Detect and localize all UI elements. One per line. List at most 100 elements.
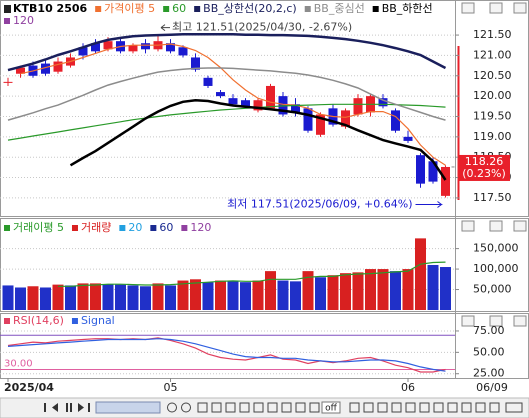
volume-bar bbox=[90, 283, 101, 310]
scroll-slider[interactable] bbox=[95, 401, 161, 414]
tool-button[interactable] bbox=[253, 402, 264, 413]
tool-button[interactable] bbox=[363, 402, 374, 413]
tool-button[interactable] bbox=[433, 402, 444, 413]
volume-bar bbox=[265, 271, 276, 310]
volume-bar bbox=[352, 272, 364, 310]
x-tick-label: 2025/04 bbox=[4, 381, 54, 394]
candle-body bbox=[78, 47, 88, 56]
legend-swatch bbox=[71, 225, 78, 231]
tool-button[interactable] bbox=[239, 402, 250, 413]
tool-button[interactable] bbox=[475, 402, 486, 413]
y-tick-label: 119.50 bbox=[473, 109, 512, 122]
volume-bar bbox=[365, 269, 376, 310]
panel-button[interactable] bbox=[461, 220, 475, 232]
toolbar-button[interactable] bbox=[88, 403, 90, 412]
panel-button[interactable] bbox=[489, 220, 503, 232]
volume-bar bbox=[440, 267, 451, 310]
legend-swatch bbox=[4, 5, 11, 13]
panel-button[interactable] bbox=[461, 2, 475, 14]
candle-body bbox=[203, 77, 213, 86]
volume-bar bbox=[140, 286, 151, 310]
candle-body bbox=[16, 67, 25, 74]
tool-button[interactable] bbox=[505, 402, 523, 413]
tool-button[interactable] bbox=[281, 402, 292, 413]
zoom-out[interactable] bbox=[167, 402, 177, 413]
volume-bar bbox=[177, 280, 189, 310]
tool-button[interactable] bbox=[391, 402, 402, 413]
toolbar: off bbox=[0, 397, 529, 418]
legend-label: 거래이평 5 bbox=[13, 221, 64, 234]
tool-button[interactable] bbox=[377, 402, 388, 413]
panel-button[interactable] bbox=[489, 315, 503, 327]
series-line bbox=[7, 338, 446, 372]
tool-button[interactable] bbox=[267, 402, 278, 413]
volume-bar bbox=[390, 271, 401, 310]
panel-button[interactable] bbox=[513, 220, 527, 232]
tool-button[interactable] bbox=[447, 402, 458, 413]
y-tick-label: 120.00 bbox=[473, 89, 512, 102]
series-line bbox=[7, 32, 447, 72]
legend-label: 20 bbox=[128, 221, 142, 234]
y-tick-label: 119.00 bbox=[473, 130, 512, 143]
off-button[interactable] bbox=[321, 401, 341, 414]
legend-label: BB_중심선 bbox=[314, 2, 365, 15]
low-annotation: 최저 117.51(2025/06/09, +0.64%) bbox=[227, 197, 412, 210]
panel-button[interactable] bbox=[489, 2, 503, 14]
tool-button[interactable] bbox=[349, 402, 360, 413]
y-tick-label: 50.00 bbox=[473, 345, 505, 358]
panel-button[interactable] bbox=[461, 315, 475, 327]
y-tick-label: 117.50 bbox=[473, 191, 512, 204]
legend-swatch bbox=[372, 6, 379, 12]
candle-body bbox=[41, 63, 50, 74]
toolbar-button[interactable] bbox=[44, 403, 46, 412]
high-arrow bbox=[160, 24, 170, 32]
panel-buttons bbox=[461, 2, 527, 327]
legend-label: 60 bbox=[172, 2, 186, 15]
tool-button[interactable] bbox=[419, 402, 430, 413]
legend-swatch bbox=[163, 6, 170, 12]
candle-body bbox=[128, 45, 138, 52]
legend-swatch bbox=[4, 225, 10, 231]
plot-area bbox=[0, 330, 455, 375]
x-tick-label: 06 bbox=[401, 381, 415, 394]
panel-button[interactable] bbox=[513, 2, 527, 14]
tool-button[interactable] bbox=[309, 402, 320, 413]
candle-body bbox=[266, 85, 275, 109]
panel-button[interactable] bbox=[513, 315, 527, 327]
tool-button[interactable] bbox=[225, 402, 236, 413]
volume-bar bbox=[65, 285, 76, 310]
toolbar-button[interactable] bbox=[70, 403, 72, 412]
volume-bar bbox=[340, 273, 351, 310]
legend-swatch bbox=[4, 18, 10, 24]
level-label: 30.00 bbox=[4, 358, 33, 369]
tool-button[interactable] bbox=[295, 402, 306, 413]
series-line bbox=[20, 43, 446, 166]
candle-body bbox=[316, 114, 325, 135]
legend-label: RSI(14,6) bbox=[13, 314, 64, 327]
toolbar-button[interactable] bbox=[66, 403, 68, 412]
volume-bar bbox=[127, 285, 139, 310]
volume-bar bbox=[27, 286, 39, 310]
legend-swatch bbox=[4, 318, 10, 324]
volume-bar bbox=[215, 280, 226, 310]
tool-button[interactable] bbox=[461, 402, 472, 413]
series-line bbox=[58, 261, 446, 287]
x-tick-label: 05 bbox=[164, 381, 178, 394]
volume-bar bbox=[115, 284, 126, 310]
candle-body bbox=[166, 43, 175, 52]
volume-bar bbox=[277, 280, 289, 310]
candle-body bbox=[416, 155, 425, 184]
toolbar-button[interactable] bbox=[78, 403, 84, 412]
volume-bar bbox=[402, 269, 414, 310]
volume-bar bbox=[102, 284, 114, 310]
tool-button[interactable] bbox=[489, 402, 500, 413]
toolbar-button[interactable] bbox=[52, 403, 58, 412]
tool-button[interactable] bbox=[197, 402, 208, 413]
low-arrow bbox=[415, 201, 443, 208]
zoom-in[interactable] bbox=[181, 402, 191, 413]
tool-button[interactable] bbox=[405, 402, 416, 413]
volume-bar bbox=[165, 285, 176, 310]
tool-button[interactable] bbox=[211, 402, 222, 413]
candle-body bbox=[378, 98, 388, 107]
volume-bar bbox=[290, 281, 301, 310]
